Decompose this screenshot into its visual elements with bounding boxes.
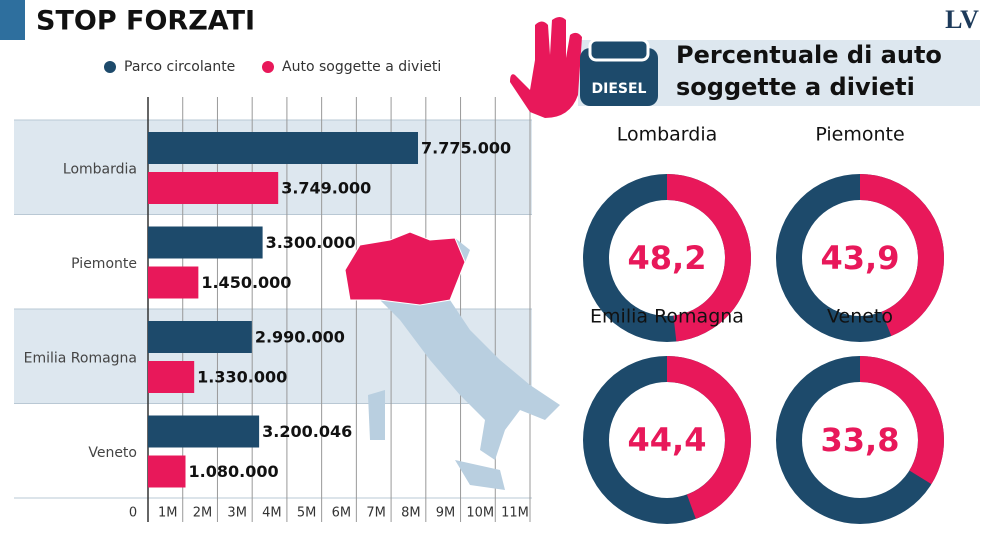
- bar: [148, 226, 263, 259]
- donut-label: Veneto: [827, 306, 893, 328]
- donut-value: 48,2: [628, 239, 707, 277]
- bar: [148, 361, 195, 393]
- value-label: 1.450.000: [201, 273, 291, 292]
- legend-label: Auto soggette a divieti: [282, 59, 441, 75]
- donut-arc: [776, 356, 944, 524]
- bar: [148, 455, 186, 488]
- bar: [148, 266, 199, 299]
- donut-arc: [583, 174, 751, 342]
- value-label: 3.300.000: [266, 233, 356, 252]
- value-label: 3.200.046: [262, 422, 352, 441]
- legend-label: Parco circolante: [124, 59, 235, 75]
- bar: [148, 172, 279, 204]
- x-tick-label: 8M: [401, 506, 421, 521]
- diesel-badge: DIESEL: [592, 81, 647, 97]
- value-label: 1.330.000: [197, 368, 287, 387]
- car-roof: [588, 38, 650, 62]
- map-sicily: [455, 460, 505, 490]
- car-icon: [580, 48, 658, 106]
- panel-title: Percentuale di auto: [676, 41, 942, 69]
- donut-label: Piemonte: [815, 124, 904, 146]
- value-label: 3.749.000: [281, 179, 371, 198]
- donut-arc: [776, 174, 944, 342]
- x-tick-label: 10M: [466, 506, 494, 521]
- donut-value: 44,4: [628, 421, 707, 459]
- legend-marker: [262, 61, 274, 73]
- bar: [148, 321, 252, 353]
- category-label: Piemonte: [71, 256, 137, 272]
- panel-title: soggette a divieti: [676, 73, 915, 101]
- x-tick-label: 3M: [227, 506, 247, 521]
- title-accent: [0, 0, 25, 40]
- map-sardinia: [368, 390, 385, 440]
- x-tick-label: 7M: [366, 506, 386, 521]
- donut-value: 33,8: [821, 421, 900, 459]
- category-label: Lombardia: [63, 161, 137, 177]
- x-tick-label: 4M: [262, 506, 282, 521]
- map-regions: [344, 231, 466, 306]
- value-label: 1.080.000: [189, 462, 279, 481]
- value-label: 7.775.000: [421, 139, 511, 158]
- bar: [148, 415, 260, 448]
- x-tick-label: 9M: [436, 506, 456, 521]
- x-tick-label: 2M: [193, 506, 213, 521]
- title: STOP FORZATI: [36, 6, 255, 37]
- x-tick-label: 6M: [332, 506, 352, 521]
- x-tick-label: 1M: [158, 506, 178, 521]
- x-tick-label: 5M: [297, 506, 317, 521]
- category-label: Emilia Romagna: [24, 350, 137, 366]
- donut-label: Emilia Romagna: [590, 306, 744, 328]
- donut-label: Lombardia: [617, 124, 718, 146]
- bar: [148, 132, 419, 164]
- legend-marker: [104, 61, 116, 73]
- hand-icon: [510, 17, 582, 118]
- x-tick-label: 11M: [501, 506, 529, 521]
- x-tick-label: 0: [129, 506, 137, 521]
- logo: LV: [945, 5, 979, 34]
- category-label: Veneto: [88, 445, 137, 461]
- donut-arc: [583, 356, 751, 524]
- donut-value: 43,9: [821, 239, 900, 277]
- value-label: 2.990.000: [255, 328, 345, 347]
